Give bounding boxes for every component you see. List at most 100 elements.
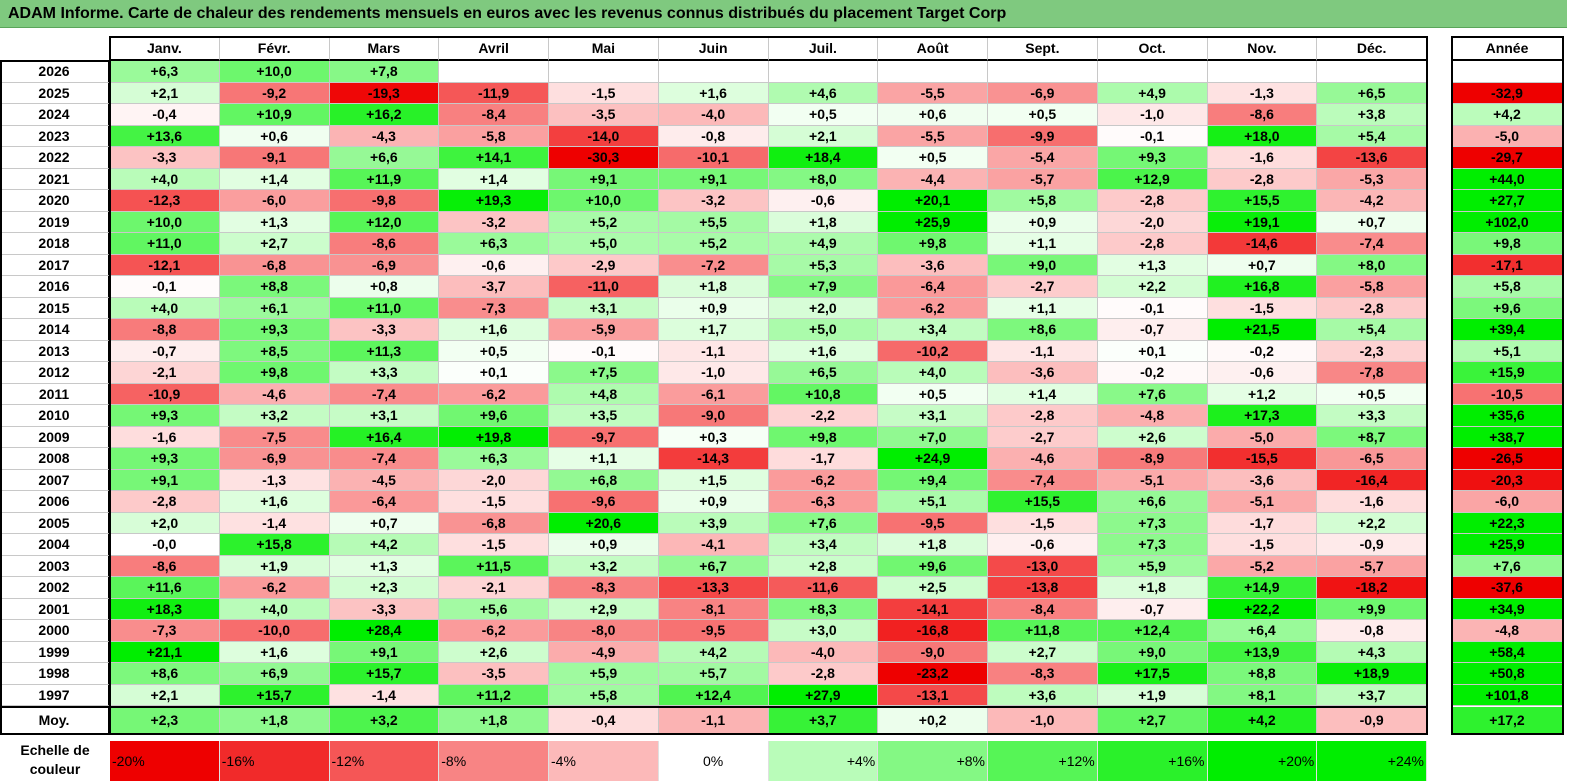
heatmap-cell: +6,3 <box>439 448 549 470</box>
heatmap-cell: -6,0 <box>219 190 330 212</box>
annual-cell: +35,6 <box>1452 405 1563 427</box>
heatmap-cell: -12,3 <box>110 190 220 212</box>
heatmap-cell: -4,3 <box>329 125 440 147</box>
heatmap-cell: +15,7 <box>329 663 440 685</box>
heatmap-cell: -6,2 <box>439 620 549 642</box>
heatmap-cell: +9,1 <box>110 469 220 491</box>
heatmap-cell: -5,2 <box>1207 555 1318 577</box>
heatmap-cell: +6,9 <box>219 663 330 685</box>
heatmap-cell: -0,6 <box>1207 362 1318 384</box>
heatmap-cell: +1,8 <box>658 276 769 298</box>
heatmap-cell: +5,7 <box>658 663 769 685</box>
heatmap-cell: +0,6 <box>219 125 330 147</box>
heatmap-cell: -5,5 <box>878 125 988 147</box>
heatmap-cell: +5,0 <box>549 233 659 255</box>
heatmap-cell: +5,0 <box>768 319 879 341</box>
heatmap-cell: -5,5 <box>878 82 988 104</box>
month-header: Juin <box>658 37 769 61</box>
heatmap-cell: +2,0 <box>110 512 220 534</box>
heatmap-cell: -3,6 <box>988 362 1098 384</box>
heatmap-cell: -0,2 <box>1207 340 1318 362</box>
year-label: 2015 <box>0 297 110 319</box>
heatmap-cell: -6,2 <box>768 469 879 491</box>
title-bar: ADAM Informe. Carte de chaleur des rende… <box>0 0 1567 28</box>
scale-step: +4% <box>768 741 879 781</box>
heatmap-cell: -2,0 <box>439 469 549 491</box>
month-header: Avril <box>439 37 549 61</box>
heatmap-cell: -7,4 <box>988 469 1098 491</box>
heatmap-cell: +3,2 <box>549 555 659 577</box>
heatmap-cell: +3,6 <box>988 684 1098 706</box>
heatmap-cell: -0,6 <box>768 190 879 212</box>
heatmap-cell: +9,1 <box>658 168 769 190</box>
heatmap-cell: +3,1 <box>329 405 440 427</box>
heatmap-cell: +0,7 <box>329 512 440 534</box>
heatmap-cell: +6,1 <box>219 297 330 319</box>
heatmap-cell: +2,3 <box>329 577 440 599</box>
heatmap-cell: +9,6 <box>878 555 988 577</box>
heatmap-cell <box>1097 61 1208 83</box>
month-header: Mars <box>329 37 440 61</box>
heatmap-cell: -3,6 <box>1207 469 1318 491</box>
average-cell: +2,7 <box>1097 707 1208 734</box>
heatmap-cell: +18,3 <box>110 598 220 620</box>
heatmap-cell: +0,7 <box>1317 211 1427 233</box>
annual-cell: +44,0 <box>1452 168 1563 190</box>
year-label: 2012 <box>0 362 110 384</box>
heatmap-cell: +9,3 <box>110 448 220 470</box>
heatmap-cell <box>878 61 988 83</box>
heatmap-cell: +7,3 <box>1097 512 1208 534</box>
heatmap-cell: +4,0 <box>110 168 220 190</box>
heatmap-cell: +1,3 <box>1097 254 1208 276</box>
year-label: 2003 <box>0 555 110 577</box>
heatmap-cell: +4,8 <box>549 383 659 405</box>
heatmap-cell: +9,1 <box>329 641 440 663</box>
annual-cell: +9,8 <box>1452 233 1563 255</box>
heatmap-cell: +8,5 <box>219 340 330 362</box>
heatmap-cell: -1,4 <box>219 512 330 534</box>
heatmap-cell: -0,4 <box>110 104 220 126</box>
heatmap-cell: +4,2 <box>329 534 440 556</box>
annual-cell: +39,4 <box>1452 319 1563 341</box>
heatmap-cell: +14,9 <box>1207 577 1318 599</box>
heatmap-cell: -13,6 <box>1317 147 1427 169</box>
heatmap-cell: -5,8 <box>1317 276 1427 298</box>
annual-cell: -37,6 <box>1452 577 1563 599</box>
heatmap-cell: -1,6 <box>1317 491 1427 513</box>
heatmap-cell: +0,7 <box>1207 254 1318 276</box>
heatmap-cell: +1,6 <box>219 641 330 663</box>
heatmap-cell: -7,4 <box>329 448 440 470</box>
annual-cell: +22,3 <box>1452 512 1563 534</box>
heatmap-cell: +16,8 <box>1207 276 1318 298</box>
heatmap-cell: +5,4 <box>1317 319 1427 341</box>
heatmap-cell: -4,5 <box>329 469 440 491</box>
heatmap-cell: -13,8 <box>988 577 1098 599</box>
heatmap-cell: -5,7 <box>1317 555 1427 577</box>
heatmap-cell: -2,8 <box>1207 168 1318 190</box>
heatmap-cell: +11,8 <box>988 620 1098 642</box>
heatmap-cell: +15,8 <box>219 534 330 556</box>
heatmap-cell: -2,0 <box>1097 211 1208 233</box>
heatmap-cell: -1,5 <box>988 512 1098 534</box>
heatmap-cell: +9,9 <box>1317 598 1427 620</box>
scale-label: Echelle de couleur <box>0 741 110 783</box>
heatmap-cell: +12,4 <box>658 684 769 706</box>
heatmap-cell: +0,5 <box>878 147 988 169</box>
heatmap-cell: -7,3 <box>110 620 220 642</box>
heatmap-cell: +2,7 <box>988 641 1098 663</box>
heatmap-cell: -10,9 <box>110 383 220 405</box>
heatmap-cell: -1,6 <box>110 426 220 448</box>
heatmap-cell: +2,2 <box>1097 276 1208 298</box>
heatmap-cell: +11,5 <box>439 555 549 577</box>
heatmap-cell: +13,9 <box>1207 641 1318 663</box>
annual-cell: +58,4 <box>1452 641 1563 663</box>
annual-cell: +27,7 <box>1452 190 1563 212</box>
heatmap-cell: -5,1 <box>1207 491 1318 513</box>
annual-cell: +5,8 <box>1452 276 1563 298</box>
heatmap-cell: -2,8 <box>110 491 220 513</box>
heatmap-cell: -1,1 <box>658 340 769 362</box>
year-label: 2001 <box>0 598 110 620</box>
heatmap-cell: -5,4 <box>988 147 1098 169</box>
heatmap-cell: +28,4 <box>329 620 440 642</box>
heatmap-cell: -11,9 <box>439 82 549 104</box>
